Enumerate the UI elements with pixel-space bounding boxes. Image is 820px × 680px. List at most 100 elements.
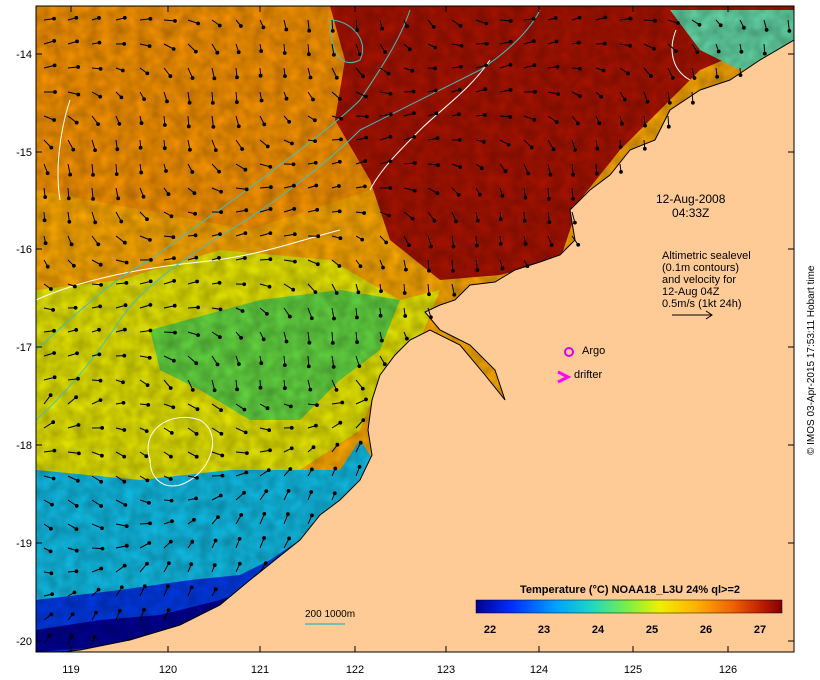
velocity-arrow-head xyxy=(738,73,743,77)
velocity-arrow-head xyxy=(523,242,528,246)
velocity-arrow-head xyxy=(148,328,153,333)
velocity-arrow-head xyxy=(212,563,217,567)
velocity-arrow-head xyxy=(217,280,222,285)
velocity-arrow-head xyxy=(237,561,242,566)
velocity-arrow-head xyxy=(235,75,239,80)
velocity-arrow-head xyxy=(194,432,199,436)
velocity-arrow-head xyxy=(332,316,336,321)
velocity-arrow-head xyxy=(245,451,249,456)
velocity-arrow-head xyxy=(618,145,623,149)
velocity-arrow-head xyxy=(433,88,438,93)
velocity-arrow-head xyxy=(91,197,95,201)
velocity-arrow-head xyxy=(307,52,311,57)
colorbar-tick: 26 xyxy=(699,624,713,636)
velocity-arrow-head xyxy=(98,67,103,71)
velocity-arrow-head xyxy=(122,563,127,568)
velocity-arrow-head xyxy=(76,376,80,381)
velocity-arrow-head xyxy=(339,116,344,121)
lon-label: 121 xyxy=(250,664,270,676)
velocity-arrow-head xyxy=(384,240,389,245)
velocity-arrow-head xyxy=(547,220,552,225)
velocity-arrow-head xyxy=(282,363,287,368)
velocity-arrow-head xyxy=(595,146,600,151)
velocity-arrow-head xyxy=(381,265,385,270)
velocity-arrow-head xyxy=(259,98,264,103)
velocity-arrow-head xyxy=(71,147,76,152)
velocity-arrow-head xyxy=(652,46,656,51)
velocity-arrow-head xyxy=(138,145,143,150)
colorbar-tick: 22 xyxy=(483,624,497,636)
velocity-arrow-head xyxy=(498,241,503,246)
velocity-arrow-head xyxy=(122,240,127,245)
velocity-arrow-head xyxy=(407,47,412,52)
velocity-arrow-head xyxy=(100,526,104,531)
velocity-arrow-head xyxy=(594,171,599,176)
velocity-arrow-head xyxy=(339,137,343,142)
velocity-arrow-head xyxy=(523,195,528,200)
velocity-arrow-head xyxy=(145,478,150,483)
velocity-arrow-head xyxy=(268,257,273,262)
velocity-arrow-head xyxy=(218,307,223,312)
velocity-arrow-head xyxy=(219,210,224,215)
velocity-arrow-head xyxy=(332,491,337,496)
velocity-arrow-head xyxy=(386,71,391,76)
velocity-arrow-head xyxy=(258,73,263,78)
velocity-arrow-head xyxy=(186,124,191,129)
velocity-arrow-head xyxy=(388,159,393,164)
velocity-arrow-head xyxy=(571,172,575,177)
velocity-arrow-head xyxy=(551,147,556,152)
velocity-arrow-head xyxy=(576,121,580,126)
velocity-arrow-head xyxy=(75,351,79,356)
velocity-arrow-head xyxy=(715,74,719,79)
velocity-arrow-head xyxy=(196,305,201,310)
lon-label: 124 xyxy=(529,664,549,676)
velocity-arrow-head xyxy=(189,562,194,567)
velocity-arrow-head xyxy=(148,279,153,284)
velocity-arrow-head xyxy=(96,242,101,247)
velocity-arrow-head xyxy=(388,134,393,139)
velocity-arrow-head xyxy=(525,264,530,269)
velocity-arrow-head xyxy=(213,587,218,592)
lon-label: 119 xyxy=(62,664,80,676)
velocity-arrow-head xyxy=(243,231,248,236)
velocity-arrow-head xyxy=(114,172,119,177)
velocity-arrow-head xyxy=(457,87,462,92)
velocity-arrow-head xyxy=(435,191,440,196)
velocity-arrow-head xyxy=(410,216,415,221)
velocity-arrow-head xyxy=(236,50,241,55)
velocity-arrow-head xyxy=(145,217,149,222)
velocity-arrow-head xyxy=(290,141,294,146)
lon-label: 123 xyxy=(436,664,456,676)
velocity-arrow-head xyxy=(74,120,79,125)
velocity-arrow-head xyxy=(549,243,554,247)
velocity-arrow-head xyxy=(171,358,176,363)
velocity-arrow-head xyxy=(190,388,195,392)
velocity-arrow-head xyxy=(316,234,321,239)
velocity-arrow-head xyxy=(193,211,198,216)
velocity-arrow-head xyxy=(268,231,273,236)
credit-text: © IMOS 03-Apr-2015 17:53:11 Hobart time xyxy=(806,265,817,456)
velocity-arrow-head xyxy=(265,406,270,411)
velocity-arrow-head xyxy=(195,476,199,480)
velocity-arrow-head xyxy=(192,191,197,196)
velocity-arrow-head xyxy=(292,207,297,211)
velocity-arrow-head xyxy=(168,539,173,544)
velocity-arrow-head xyxy=(94,610,98,615)
lat-label: -18 xyxy=(16,440,32,452)
velocity-arrow-head xyxy=(45,171,50,176)
velocity-arrow-head xyxy=(268,164,273,169)
velocity-arrow-head xyxy=(508,39,513,44)
velocity-arrow-head xyxy=(620,121,624,126)
velocity-arrow-head xyxy=(52,39,57,43)
velocity-arrow-head xyxy=(239,513,244,517)
velocity-arrow-head xyxy=(555,64,560,69)
velocity-arrow-head xyxy=(573,220,577,225)
velocity-arrow-head xyxy=(145,383,150,388)
velocity-arrow-head xyxy=(533,89,537,94)
velocity-arrow-head xyxy=(334,75,339,80)
velocity-arrow-head xyxy=(168,386,173,390)
velocity-arrow-head xyxy=(48,549,53,554)
velocity-arrow-head xyxy=(716,49,721,54)
velocity-arrow-head xyxy=(141,194,146,199)
